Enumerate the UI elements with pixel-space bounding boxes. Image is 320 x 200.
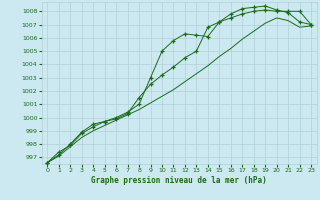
X-axis label: Graphe pression niveau de la mer (hPa): Graphe pression niveau de la mer (hPa) <box>91 176 267 185</box>
